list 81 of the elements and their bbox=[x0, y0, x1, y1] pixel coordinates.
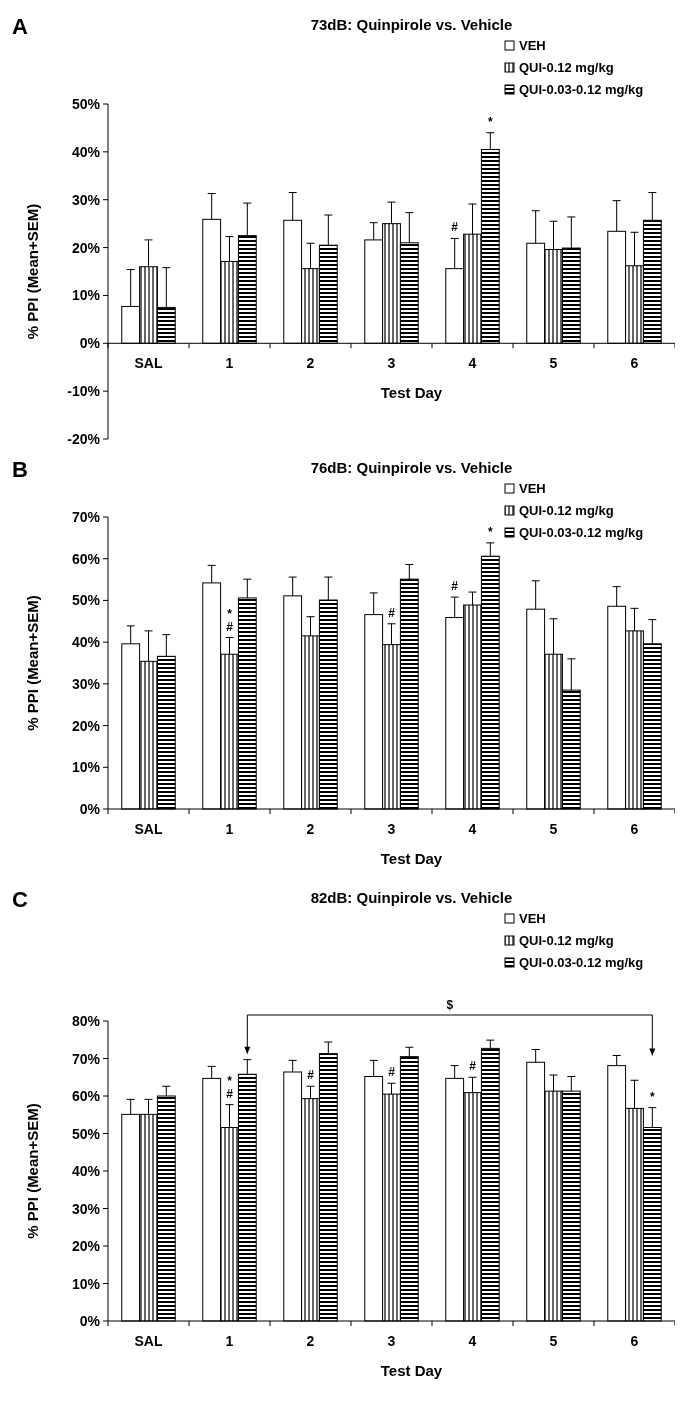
legend-label: QUI-0.12 mg/kg bbox=[519, 503, 614, 518]
y-tick-label: 60% bbox=[71, 1088, 101, 1104]
x-tick-label: SAL bbox=[134, 1333, 163, 1349]
legend-label: VEH bbox=[519, 911, 546, 926]
text: B bbox=[12, 457, 28, 482]
legend-label: QUI-0.03-0.12 mg/kg bbox=[519, 525, 644, 540]
y-tick-label: 10% bbox=[71, 287, 101, 304]
legend-label: VEH bbox=[519, 38, 546, 53]
chart-title: 73dB: Quinpirole vs. Vehicle bbox=[310, 16, 513, 33]
x-axis-title: Test Day bbox=[380, 1362, 443, 1379]
x-tick-label: 3 bbox=[387, 355, 396, 372]
text: $ bbox=[446, 998, 454, 1012]
annotation: # bbox=[226, 619, 234, 634]
y-tick-label: 0% bbox=[79, 335, 101, 352]
annotation: * bbox=[487, 524, 493, 539]
y-tick-label: 50% bbox=[71, 592, 101, 609]
y-tick-label: 50% bbox=[71, 96, 101, 112]
x-tick-label: 6 bbox=[630, 355, 639, 372]
x-tick-label: 2 bbox=[306, 355, 315, 372]
x-tick-label: SAL bbox=[134, 355, 163, 372]
annotation: # bbox=[307, 1068, 315, 1083]
y-tick-label: 30% bbox=[71, 675, 101, 692]
x-tick-label: SAL bbox=[134, 821, 163, 837]
y-tick-label: 50% bbox=[71, 1125, 101, 1142]
legend-label: QUI-0.12 mg/kg bbox=[519, 933, 614, 948]
y-axis-title: % PPI (Mean+SEM) bbox=[24, 595, 41, 731]
x-tick-label: 4 bbox=[468, 1333, 477, 1349]
x-tick-label: 3 bbox=[387, 1333, 396, 1349]
x-tick-label: 3 bbox=[387, 821, 396, 837]
annotation: * bbox=[227, 606, 233, 621]
y-tick-label: 0% bbox=[79, 1313, 101, 1329]
text: C bbox=[12, 887, 28, 912]
x-axis-title: Test Day bbox=[380, 384, 443, 402]
x-tick-label: 1 bbox=[225, 355, 234, 372]
y-tick-label: 20% bbox=[71, 1238, 101, 1254]
x-tick-label: 5 bbox=[549, 821, 558, 837]
y-tick-label: 70% bbox=[71, 1050, 101, 1067]
y-tick-label: 40% bbox=[71, 1163, 101, 1179]
legend-label: VEH bbox=[519, 481, 546, 496]
y-tick-label: 20% bbox=[71, 717, 101, 734]
x-tick-label: 6 bbox=[630, 1333, 639, 1349]
x-tick-label: 4 bbox=[468, 821, 477, 837]
annotation: # bbox=[451, 220, 459, 235]
x-tick-label: 5 bbox=[549, 355, 558, 372]
x-tick-label: 1 bbox=[225, 1333, 234, 1349]
annotation: # bbox=[226, 1086, 234, 1101]
x-tick-label: 5 bbox=[549, 1333, 558, 1349]
y-tick-label: 10% bbox=[71, 759, 101, 776]
legend-label: QUI-0.03-0.12 mg/kg bbox=[519, 955, 644, 970]
y-tick-label: 30% bbox=[71, 1200, 101, 1217]
y-tick-label: 70% bbox=[71, 509, 101, 525]
y-tick-label: 20% bbox=[71, 239, 101, 256]
text: A bbox=[12, 14, 28, 39]
y-tick-label: 40% bbox=[71, 143, 101, 160]
x-tick-label: 6 bbox=[630, 821, 639, 837]
x-tick-label: 2 bbox=[306, 1333, 315, 1349]
x-tick-label: 4 bbox=[468, 355, 477, 372]
legend-label: QUI-0.03-0.12 mg/kg bbox=[519, 82, 644, 97]
x-axis-title: Test Day bbox=[380, 850, 443, 867]
chart-title: 82dB: Quinpirole vs. Vehicle bbox=[310, 889, 513, 906]
y-tick-label: 30% bbox=[71, 191, 101, 208]
annotation: # bbox=[388, 1065, 396, 1080]
y-tick-label: 80% bbox=[71, 1013, 101, 1029]
annotation: # bbox=[451, 579, 459, 594]
annotation: * bbox=[649, 1089, 655, 1104]
annotation: # bbox=[388, 605, 396, 620]
y-tick-label: 0% bbox=[79, 801, 101, 817]
annotation: * bbox=[227, 1073, 233, 1088]
y-tick-label: 10% bbox=[71, 1275, 101, 1292]
annotation: * bbox=[487, 114, 493, 129]
x-tick-label: 2 bbox=[306, 821, 315, 837]
chart-title: 76dB: Quinpirole vs. Vehicle bbox=[310, 459, 513, 476]
y-tick-label: 60% bbox=[71, 550, 101, 567]
annotation: # bbox=[469, 1059, 477, 1074]
x-tick-label: 1 bbox=[225, 821, 234, 837]
y-axis-title: % PPI (Mean+SEM) bbox=[24, 203, 41, 340]
y-axis-title: % PPI (Mean+SEM) bbox=[24, 1103, 41, 1239]
y-tick-label: -20% bbox=[67, 431, 101, 447]
legend-label: QUI-0.12 mg/kg bbox=[519, 60, 614, 75]
y-tick-label: 40% bbox=[71, 634, 101, 651]
y-tick-label: -10% bbox=[67, 383, 101, 400]
